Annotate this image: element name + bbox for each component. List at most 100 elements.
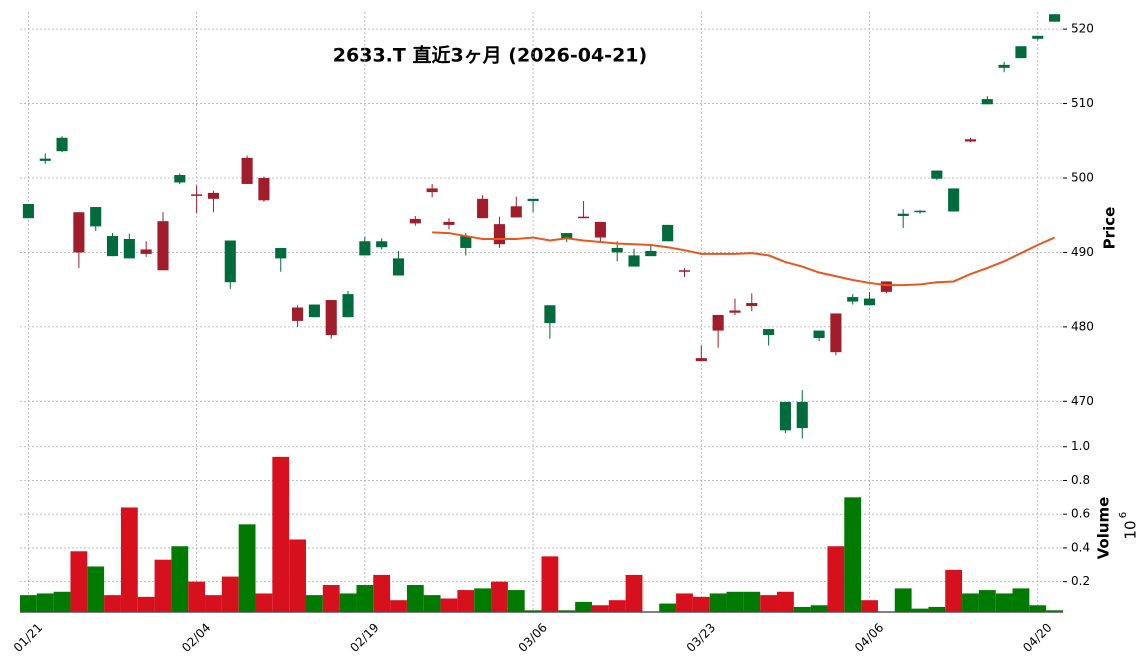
candle-body (645, 250, 657, 257)
y-axis-label: Price (1101, 207, 1119, 250)
axis-offset: 10 (1122, 520, 1140, 539)
volume-bar (289, 539, 306, 612)
volume-bar (188, 581, 206, 612)
volume-bar (945, 569, 963, 612)
candle-body (813, 330, 825, 339)
candle-body (191, 194, 203, 196)
volume-bar (70, 551, 88, 612)
x-tick-label: 01/21 (11, 620, 45, 654)
volume-bar (20, 595, 37, 612)
y-tick-label: 0.4 (1071, 540, 1090, 554)
volume-bar (491, 581, 508, 612)
candle-body (695, 358, 707, 362)
candle-body (981, 99, 993, 105)
candle-body (22, 204, 34, 219)
candle-body (510, 206, 522, 218)
volume-bar (928, 606, 946, 612)
candle-body (527, 198, 539, 202)
candle-body (746, 303, 758, 307)
candle-body (964, 139, 977, 142)
chart-title: 2633.T 直近3ヶ月 (2026-04-21) (333, 44, 647, 67)
y-tick-label: 510 (1071, 96, 1094, 110)
candle-body (880, 281, 892, 292)
volume-bar (272, 456, 290, 612)
volume-bar (978, 590, 996, 612)
candle-body (998, 64, 1010, 68)
volume-bar (827, 546, 845, 612)
candle-body (611, 247, 623, 253)
volume-bar (861, 600, 878, 612)
volume-bar (322, 585, 340, 612)
candle-body (544, 305, 556, 324)
candle-body (796, 402, 808, 429)
candle-body (863, 298, 876, 306)
candle-body (712, 314, 724, 331)
volume-bar (844, 497, 862, 612)
candle-body (662, 224, 674, 242)
volume-bar (524, 610, 542, 612)
candle-body (325, 300, 337, 336)
y-tick-label: 470 (1071, 394, 1094, 408)
volume-bar (104, 595, 121, 612)
candle-body (56, 137, 68, 152)
candle-body (847, 297, 859, 302)
volume-bar (995, 593, 1013, 612)
candle-body (578, 216, 590, 219)
candle-body (123, 239, 135, 259)
volume-bar (205, 595, 222, 612)
y-tick-label: 520 (1071, 22, 1094, 36)
x-tick-label: 03/06 (516, 620, 550, 654)
y-tick-label: 490 (1071, 245, 1094, 259)
candle-body (174, 175, 186, 183)
volume-bar (591, 605, 609, 612)
candle-body (443, 221, 455, 225)
candle-body (561, 233, 573, 240)
candle-body (914, 210, 926, 213)
candle-body (376, 241, 388, 248)
candle-body (224, 240, 236, 283)
candle-body (460, 236, 472, 248)
candle-body (157, 221, 169, 271)
candle-body (292, 307, 304, 321)
candle-body (359, 241, 371, 256)
volume-bar (659, 603, 677, 612)
x-tick-label: 02/19 (347, 620, 381, 654)
candle-body (948, 188, 960, 212)
volume-bar (339, 593, 357, 612)
volume-bar (440, 598, 458, 612)
candle-body (241, 157, 253, 184)
volume-bar (120, 507, 138, 612)
volume-bar (457, 590, 475, 612)
volume-bar (575, 601, 592, 612)
candle-body (73, 212, 85, 253)
candle-body (140, 249, 152, 254)
volume-bar (356, 585, 374, 612)
y-tick-label: 0.2 (1071, 574, 1090, 588)
candle-body (392, 258, 405, 276)
candle-body (897, 213, 909, 216)
volume-bar (1012, 588, 1030, 612)
volume-bar (221, 576, 239, 612)
volume-bar (760, 595, 778, 612)
volume-bar (793, 606, 811, 612)
candle-body (207, 192, 220, 199)
candle-body (477, 198, 489, 219)
x-tick-label: 04/20 (1020, 620, 1054, 654)
volume-bar (894, 588, 912, 612)
candle-body (493, 224, 505, 245)
candle-body (830, 313, 842, 353)
volume-bar (625, 574, 643, 612)
volume-bar (87, 566, 105, 612)
volume-bar (1029, 605, 1047, 612)
candle-body (258, 177, 270, 201)
candle-body (779, 402, 791, 431)
volume-bar (36, 593, 54, 612)
volume-bar (911, 608, 929, 612)
axis-offset-exponent: 6 (1118, 512, 1129, 518)
candle-body (1015, 46, 1027, 59)
candle-body (729, 310, 741, 313)
candle-body (931, 170, 943, 179)
volume-bar (743, 591, 761, 612)
volume-bar (390, 600, 407, 612)
